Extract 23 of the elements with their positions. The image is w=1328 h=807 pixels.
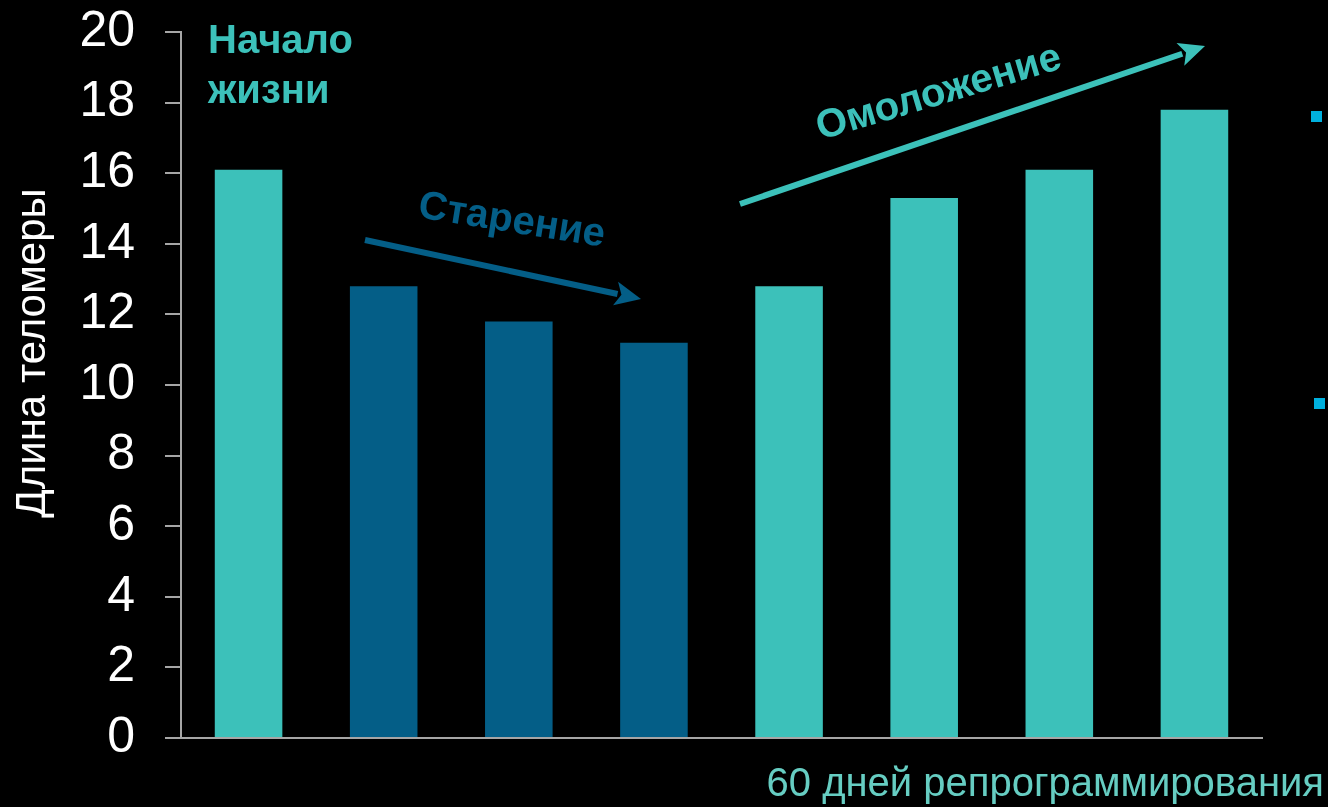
bar [890, 197, 958, 737]
y-tick-label: 4 [107, 565, 135, 622]
annotation: Начало жизни [207, 17, 353, 111]
bar [620, 342, 688, 737]
bar [1025, 169, 1094, 737]
annotation: Старение [415, 181, 609, 255]
y-tick-label: 2 [107, 636, 135, 693]
bar [1160, 109, 1229, 737]
bar [755, 286, 823, 737]
y-tick-label: 8 [107, 424, 135, 481]
y-tick-label: 20 [79, 0, 135, 57]
y-tick-label: 18 [79, 71, 135, 128]
y-tick-label: 14 [79, 212, 135, 269]
y-tick-label: 12 [79, 283, 135, 340]
y-axis-title: Длина теломеры [6, 188, 54, 518]
y-tick-label: 6 [107, 494, 135, 551]
y-tick-label: 16 [79, 141, 135, 198]
y-tick-label: 10 [79, 353, 135, 410]
y-tick-label: 0 [107, 706, 135, 763]
bar [214, 169, 283, 737]
bar [349, 286, 418, 737]
x-axis-title: 60 дней репрограммирования [766, 760, 1324, 804]
bar [485, 321, 553, 737]
